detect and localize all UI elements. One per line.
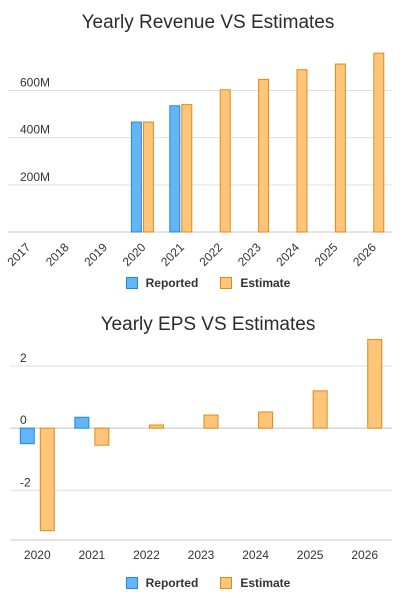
revenue-legend: Reported Estimate — [0, 276, 416, 290]
x-tick-label: 2023 — [188, 548, 215, 562]
x-tick-label: 2019 — [81, 240, 110, 269]
x-tick-label: 2021 — [79, 548, 106, 562]
reported-bar — [169, 105, 181, 233]
x-tick-label: 2020 — [24, 548, 51, 562]
x-tick-label: 2022 — [133, 548, 160, 562]
revenue-legend-reported-label: Reported — [145, 276, 199, 290]
eps-legend-reported-label: Reported — [145, 576, 199, 590]
x-tick-label: 2026 — [350, 240, 379, 269]
estimate-bar — [258, 411, 274, 429]
x-tick-label: 2024 — [273, 240, 302, 269]
reported-swatch-icon — [125, 277, 138, 289]
estimate-bar — [258, 78, 270, 233]
y-tick-label: 0 — [20, 413, 27, 427]
x-tick-label: 2021 — [158, 240, 187, 269]
revenue-legend-estimate-label: Estimate — [240, 276, 291, 290]
estimate-bar — [334, 63, 346, 233]
estimate-bar — [219, 89, 231, 233]
eps-chart-title: Yearly EPS VS Estimates — [100, 314, 316, 335]
y-tick-label: 600M — [20, 75, 50, 89]
y-tick-label: 400M — [20, 123, 50, 137]
x-tick-label: 2017 — [5, 240, 34, 269]
estimate-bar — [39, 427, 55, 532]
estimate-bar — [181, 104, 193, 233]
reported-bar — [19, 427, 35, 445]
revenue-legend-reported[interactable]: Reported — [125, 276, 199, 290]
estimate-bar — [296, 69, 308, 233]
estimate-bar — [203, 414, 219, 429]
x-tick-label: 2025 — [312, 240, 341, 269]
y-tick-label: -2 — [20, 475, 31, 489]
x-tick-label: 2025 — [297, 548, 324, 562]
estimate-bar — [373, 52, 385, 233]
eps-legend-estimate-label: Estimate — [240, 576, 291, 590]
x-tick-label: 2022 — [197, 240, 226, 269]
estimate-bar — [142, 121, 154, 233]
reported-bar — [74, 416, 90, 429]
estimate-bar — [148, 424, 164, 429]
y-tick-label: 200M — [20, 170, 50, 184]
eps-legend: Reported Estimate — [0, 576, 416, 590]
estimate-bar — [94, 427, 110, 446]
x-tick-label: 2026 — [351, 548, 378, 562]
eps-legend-estimate[interactable]: Estimate — [220, 576, 290, 590]
estimate-swatch-icon — [220, 577, 233, 589]
revenue-chart-plot: 200M 400M 600M 2017 2018 2019 2020 2021 2022 2023… — [5, 52, 392, 269]
eps-legend-reported[interactable]: Reported — [125, 576, 199, 590]
x-tick-label: 2024 — [242, 548, 269, 562]
eps-chart-plot: -2 0 2 2020 2021 2022 2023 2024 2025 2026 — [10, 339, 392, 562]
eps-chart: Yearly EPS VS Estimates -2 0 2 2020 2021 2022… — [0, 300, 416, 606]
x-tick-label: 2020 — [120, 240, 149, 269]
y-tick-label: 2 — [20, 351, 27, 365]
reported-bar — [130, 121, 142, 233]
reported-swatch-icon — [125, 577, 138, 589]
estimate-swatch-icon — [220, 277, 233, 289]
x-tick-label: 2023 — [235, 240, 264, 269]
revenue-chart: Yearly Revenue VS Estimates 200M 400M 600M… — [0, 0, 416, 300]
revenue-legend-estimate[interactable]: Estimate — [220, 276, 290, 290]
revenue-chart-title: Yearly Revenue VS Estimates — [81, 12, 335, 33]
estimate-bar — [367, 339, 383, 429]
x-tick-label: 2018 — [43, 240, 72, 269]
estimate-bar — [312, 390, 328, 429]
